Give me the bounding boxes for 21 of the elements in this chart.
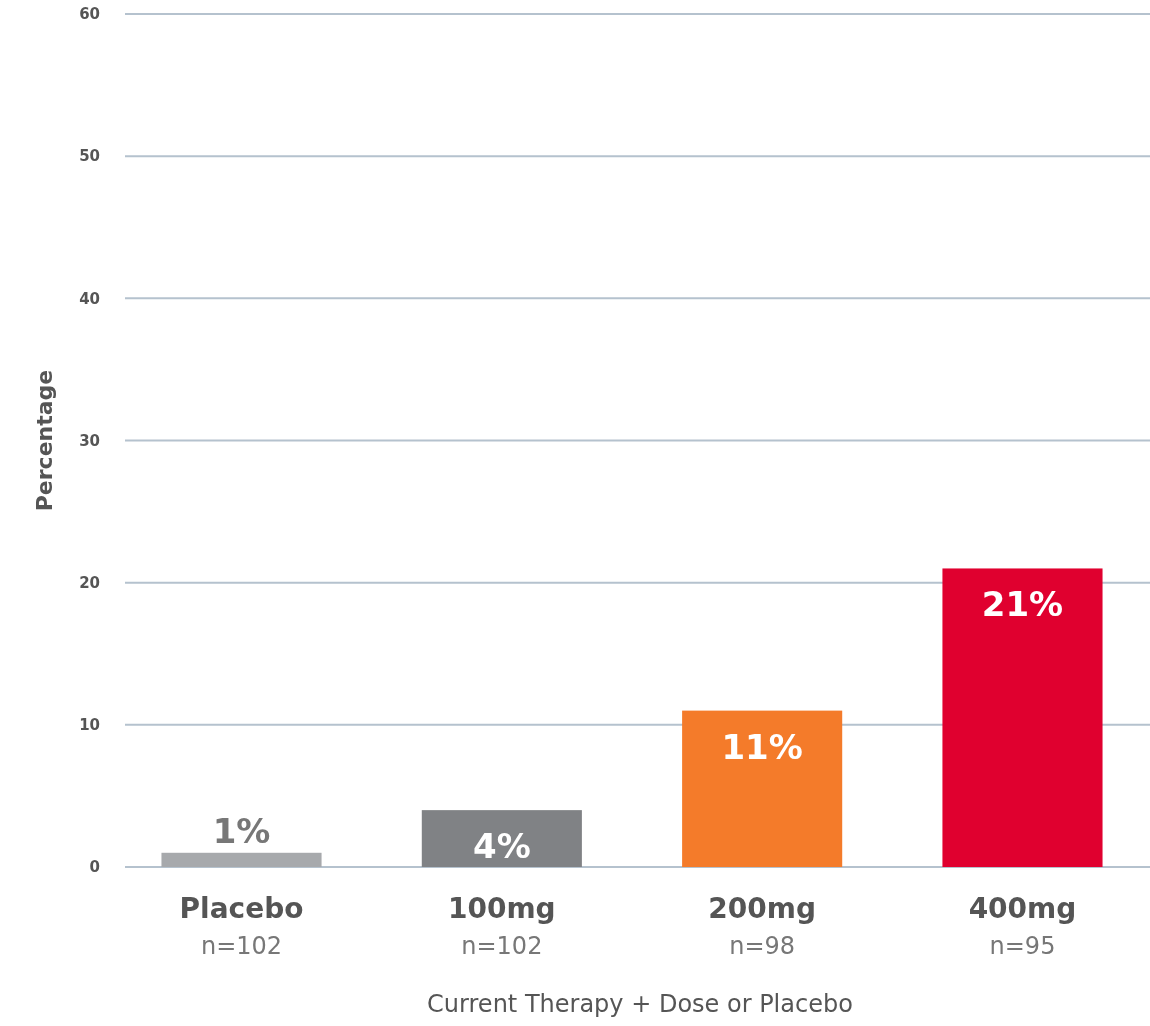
x-tick-label: 200mg n=98	[708, 892, 816, 960]
x-tick-label: 100mg n=102	[448, 892, 556, 960]
y-tick-label: 50	[79, 147, 100, 166]
data-label: 4%	[472, 826, 531, 867]
bar	[942, 568, 1103, 867]
data-label: 21%	[981, 584, 1064, 625]
y-axis-title: Percentage	[32, 369, 57, 512]
y-tick-label: 20	[79, 573, 100, 592]
y-tick-label: 10	[79, 716, 100, 735]
x-axis-title: Current Therapy + Dose or Placebo	[427, 990, 853, 1018]
x-tick-label: Placebo n=102	[179, 892, 304, 960]
bar	[421, 810, 582, 867]
y-tick-label: 60	[79, 5, 100, 24]
data-label: 11%	[721, 726, 803, 767]
y-tick-label: 0	[89, 858, 100, 877]
data-label: 1%	[212, 810, 271, 851]
x-tick-label: 400mg n=95	[968, 892, 1077, 960]
bar	[682, 710, 843, 867]
y-tick-label: 30	[79, 431, 100, 450]
bar	[161, 852, 322, 867]
y-tick-label: 40	[79, 289, 100, 308]
